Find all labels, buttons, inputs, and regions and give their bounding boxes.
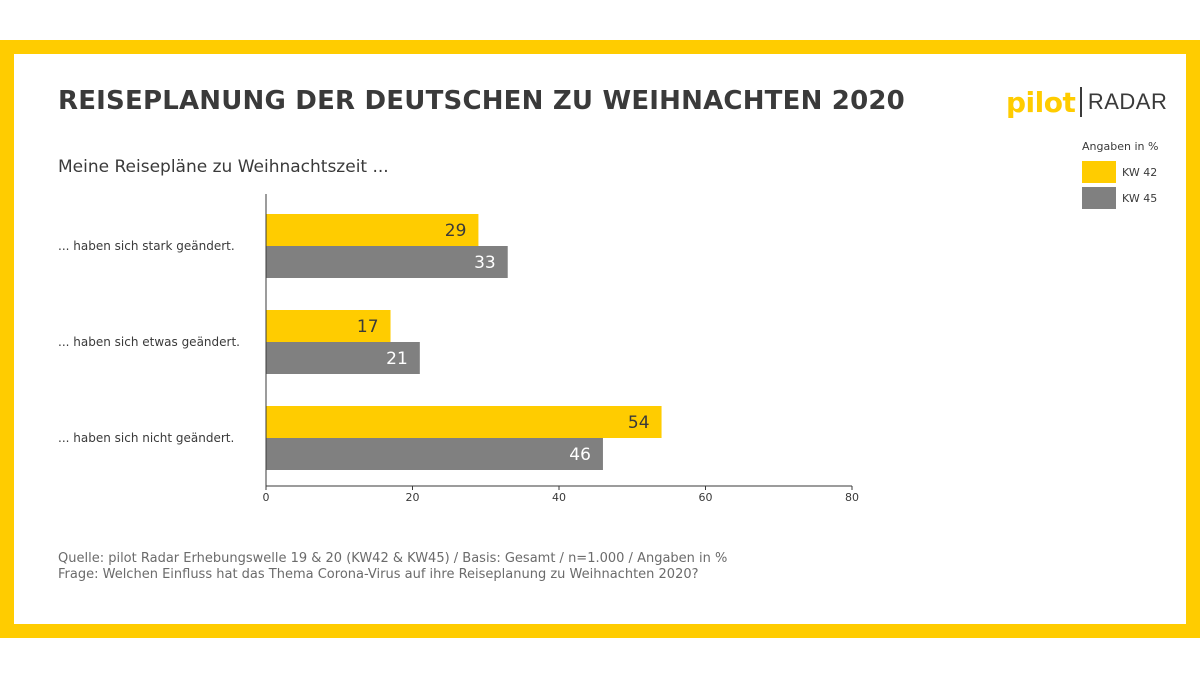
category-label: ... haben sich nicht geändert. — [58, 431, 234, 445]
question-note: Frage: Welchen Einfluss hat das Thema Co… — [58, 567, 699, 582]
pilot-radar-logo: pilot RADAR — [1006, 84, 1167, 120]
legend: Angaben in % KW 42 KW 45 — [1082, 140, 1158, 213]
logo-product: RADAR — [1087, 89, 1168, 114]
bar-kw45 — [266, 438, 603, 470]
chart-subtitle: Meine Reisepläne zu Weihnachtszeit ... — [58, 157, 389, 177]
legend-swatch-kw45 — [1082, 187, 1116, 209]
bar-value-label: 17 — [357, 317, 379, 337]
bar-kw42 — [266, 214, 479, 246]
legend-label-kw45: KW 45 — [1122, 191, 1158, 205]
legend-label-kw42: KW 42 — [1122, 165, 1158, 179]
bar-value-label: 46 — [569, 445, 591, 465]
x-tick-label: 0 — [263, 491, 270, 504]
bar-kw45 — [266, 246, 508, 278]
x-tick-label: 20 — [406, 491, 420, 504]
x-tick-label: 60 — [699, 491, 713, 504]
bar-value-label: 54 — [628, 413, 650, 433]
x-tick-label: 80 — [845, 491, 859, 504]
logo-divider — [1080, 87, 1082, 117]
bar-value-label: 21 — [386, 349, 408, 369]
source-note: Quelle: pilot Radar Erhebungswelle 19 & … — [58, 551, 728, 566]
category-label: ... haben sich stark geändert. — [58, 239, 235, 253]
legend-swatch-kw42 — [1082, 161, 1116, 183]
legend-heading: Angaben in % — [1082, 140, 1159, 153]
bar-value-label: 29 — [445, 221, 467, 241]
page-title: REISEPLANUNG DER DEUTSCHEN ZU WEIHNACHTE… — [58, 86, 905, 116]
legend-item-kw42: KW 42 — [1082, 161, 1158, 183]
chart-footer: Quelle: pilot Radar Erhebungswelle 19 & … — [58, 551, 727, 583]
legend-item-kw45: KW 45 — [1082, 187, 1158, 209]
bar-kw42 — [266, 310, 391, 342]
x-tick-label: 40 — [552, 491, 566, 504]
chart-frame — [0, 40, 1200, 638]
bar-kw45 — [266, 342, 420, 374]
bar-value-label: 33 — [474, 253, 496, 273]
category-label: ... haben sich etwas geändert. — [58, 335, 240, 349]
logo-brand: pilot — [1006, 85, 1076, 119]
bar-kw42 — [266, 406, 662, 438]
